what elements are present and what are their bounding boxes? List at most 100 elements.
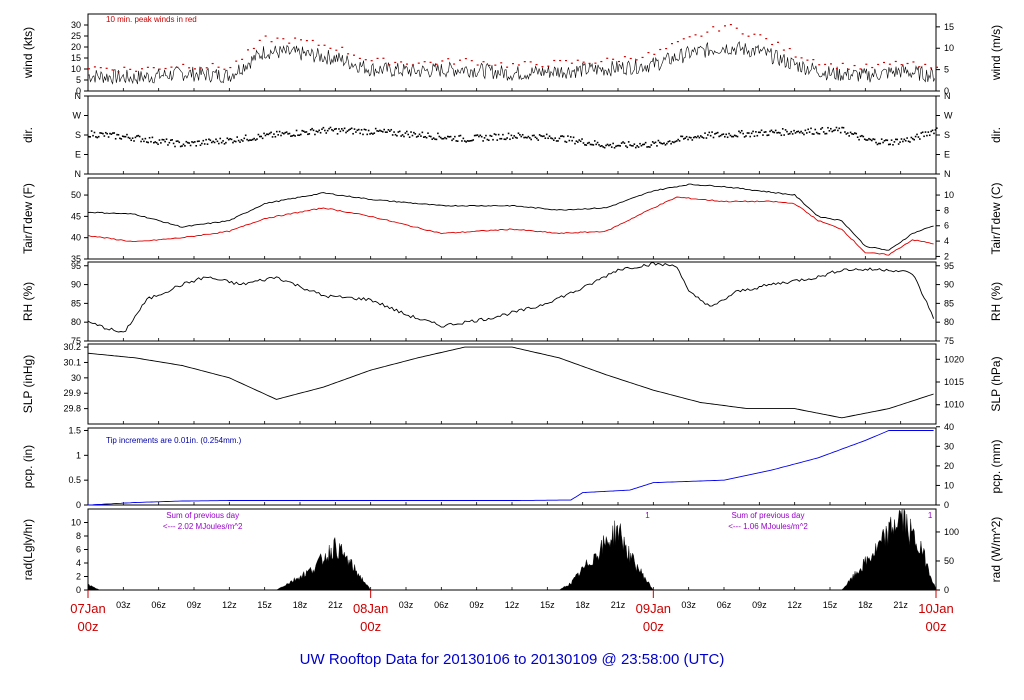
dir-point xyxy=(675,140,678,142)
wind-peak-point xyxy=(294,37,297,39)
dir-point xyxy=(872,138,874,140)
dir-point xyxy=(822,131,825,133)
dir-point xyxy=(92,134,94,137)
dir-point xyxy=(646,146,648,148)
pcp-y-tick-label-right: 10 xyxy=(944,480,954,490)
dir-point xyxy=(461,140,463,142)
dir-point xyxy=(500,137,503,140)
wind-peak-point xyxy=(482,61,485,63)
dir-point xyxy=(417,135,419,138)
dir-point xyxy=(541,135,544,138)
temp-series-tair_f xyxy=(87,183,934,251)
dir-point xyxy=(424,135,426,138)
dir-point xyxy=(813,133,815,135)
wind-peak-point xyxy=(818,64,821,66)
dir-point xyxy=(838,127,841,130)
dir-point xyxy=(189,144,192,147)
dir-point xyxy=(326,129,329,132)
dir-point xyxy=(791,133,794,135)
wind-peak-point xyxy=(194,68,196,70)
dir-point xyxy=(240,139,243,141)
dir-point xyxy=(835,126,838,129)
dir-point xyxy=(684,137,687,139)
dir-point xyxy=(291,135,294,137)
wind-peak-point xyxy=(506,66,509,68)
wind-annotation: 10 min. peak winds in red xyxy=(106,15,197,24)
wind-y-tick-label: 30 xyxy=(71,20,81,30)
dir-point xyxy=(225,141,227,144)
dir-point xyxy=(610,146,613,148)
dir-point xyxy=(690,136,692,139)
dir-point xyxy=(615,145,617,148)
dir-point xyxy=(270,131,272,134)
dir-point xyxy=(531,134,534,137)
dir-point xyxy=(712,136,715,139)
dir-point xyxy=(253,137,255,140)
dir-point xyxy=(807,128,809,131)
wind-peak-point xyxy=(924,63,927,66)
dir-point xyxy=(414,133,417,135)
x-hour-tick-label: 03z xyxy=(681,600,696,610)
x-day-z-label: 00z xyxy=(78,619,99,634)
dir-point xyxy=(290,135,292,138)
dir-point xyxy=(701,136,703,138)
dir-point xyxy=(824,132,826,135)
dir-point xyxy=(131,137,134,139)
dir-point xyxy=(921,131,924,134)
wind-peak-point xyxy=(305,40,308,42)
dir-point xyxy=(581,138,583,140)
wind-peak-point xyxy=(612,58,615,60)
wind-peak-point xyxy=(635,59,638,61)
pcp-y-tick-label-right: 30 xyxy=(944,441,954,451)
dir-point xyxy=(725,133,728,136)
dir-point xyxy=(452,138,455,140)
slp-y-tick-label: 30.2 xyxy=(63,342,81,352)
dir-point xyxy=(288,132,291,135)
wind-peak-point xyxy=(123,66,126,68)
wind-peak-point xyxy=(724,25,726,27)
dir-point xyxy=(208,138,210,141)
wind-peak-point xyxy=(423,61,426,63)
temp-series-tdew_f xyxy=(87,196,934,256)
dir-point xyxy=(852,133,855,136)
dir-point xyxy=(349,128,352,130)
wind-peak-point xyxy=(141,68,143,70)
dir-point xyxy=(236,136,238,138)
dir-point xyxy=(688,136,691,139)
wind-peak-point xyxy=(888,63,891,65)
dir-point xyxy=(886,139,889,142)
dir-point xyxy=(295,129,298,132)
rad-note-line-1: Sum of previous day xyxy=(166,511,239,520)
dir-point xyxy=(639,142,641,145)
wind-peak-point xyxy=(188,67,191,69)
dir-point xyxy=(493,133,496,135)
temp-y-tick-label-right: 10 xyxy=(944,190,954,200)
dir-point xyxy=(820,128,822,130)
dir-point xyxy=(196,140,199,143)
dir-point xyxy=(875,141,877,144)
dir-point xyxy=(194,141,196,143)
dir-point xyxy=(933,132,935,135)
temp-y-tick-label-right: 2 xyxy=(944,251,949,261)
dir-point xyxy=(687,138,689,141)
x-hour-tick-label: 06z xyxy=(434,600,449,610)
dir-point xyxy=(239,141,241,143)
dir-point xyxy=(260,135,263,138)
dir-point xyxy=(739,131,742,134)
dir-point xyxy=(401,134,404,136)
dir-point xyxy=(233,140,236,142)
dir-point xyxy=(534,136,537,139)
dir-point xyxy=(154,141,157,143)
wind-peak-point xyxy=(400,61,403,63)
dir-point xyxy=(533,134,535,137)
dir-point xyxy=(191,141,193,143)
dir-point xyxy=(798,131,801,134)
dir-point xyxy=(919,138,921,140)
dir-point xyxy=(322,126,325,129)
x-day-z-label: 00z xyxy=(926,619,947,634)
dir-point xyxy=(302,130,305,133)
dir-point xyxy=(598,144,600,146)
dir-point xyxy=(920,132,923,134)
dir-point xyxy=(879,142,882,145)
dir-point xyxy=(363,128,366,131)
